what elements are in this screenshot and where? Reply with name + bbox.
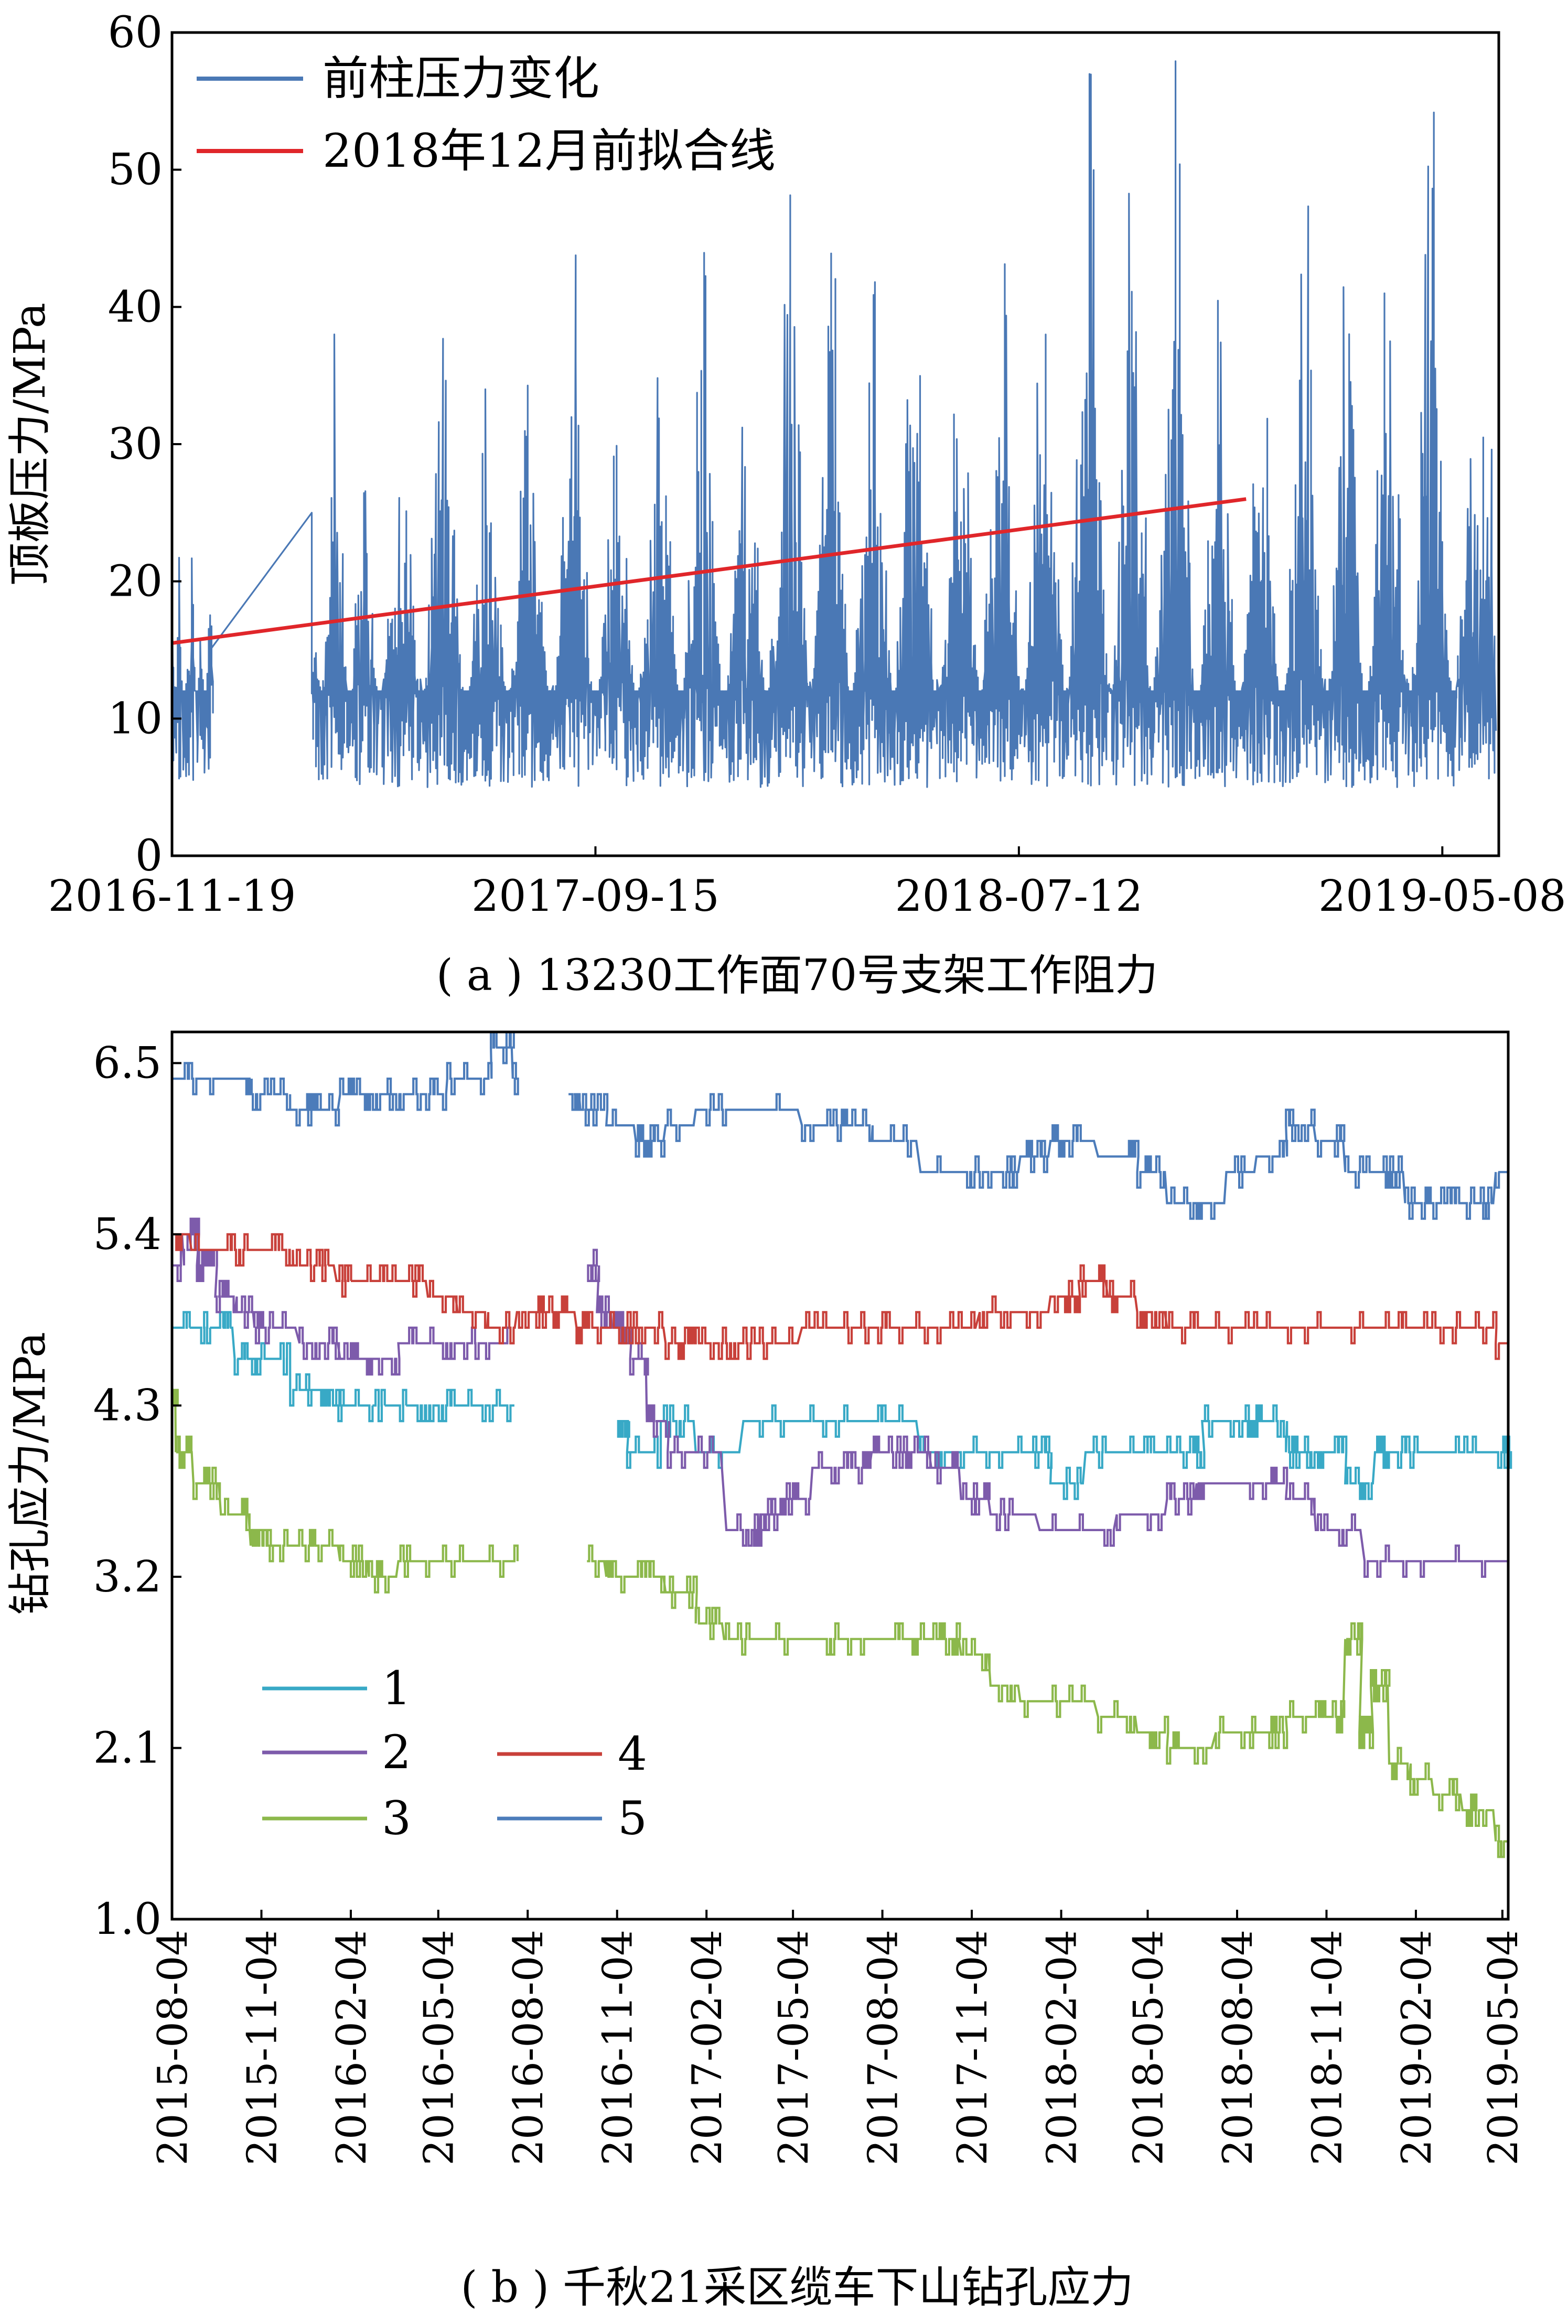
chart-b-ytick-label: 2.1 (93, 1723, 162, 1773)
chart-a-ylabel: 顶板压力/MPa (5, 303, 55, 586)
chart-a-ytick-label: 40 (108, 282, 163, 332)
chart-b-xtick-label: 2018-08-04 (1215, 1930, 1262, 2166)
chart-b-ytick-label: 6.5 (93, 1038, 162, 1088)
legend-a-label-1: 2018年12月前拟合线 (323, 124, 776, 178)
chart-a-ytick-label: 0 (135, 831, 163, 881)
chart-a-ticks: 2016-11-19 2017-09-15 2018-07-12 2019-05-08… (48, 8, 1566, 921)
chart-b-xtick-label: 2016-05-04 (416, 1930, 463, 2166)
chart-a-xtick-label: 2016-11-19 (48, 872, 296, 921)
chart-a-series-fit-line (171, 497, 1247, 645)
chart-b-legend: 1 2 3 4 5 (262, 1661, 647, 1845)
chart-a-xtick-label: 2017-09-15 (471, 872, 719, 921)
chart-a-xtick-label: 2018-07-12 (895, 872, 1143, 921)
chart-a-ytick-label: 60 (108, 8, 163, 58)
legend-b-label-3: 3 (382, 1791, 411, 1845)
chart-b-series-3 (171, 1389, 1508, 1858)
chart-b: 2015-08-04 2015-11-04 2016-02-04 2016-05-04… (5, 1030, 1527, 2312)
chart-b-ticks: 2015-08-04 2015-11-04 2016-02-04 2016-05-04… (93, 1038, 1527, 2165)
chart-a: 2016-11-19 2017-09-15 2018-07-12 2019-05-08… (5, 8, 1566, 1000)
chart-b-series-1 (172, 1311, 1512, 1500)
chart-b-ytick-label: 3.2 (93, 1552, 162, 1602)
chart-a-xtick-label: 2019-05-08 (1318, 872, 1566, 921)
legend-b-label-5: 5 (618, 1791, 647, 1845)
chart-b-xtick-label: 2017-02-04 (684, 1930, 731, 2166)
chart-b-xtick-label: 2015-11-04 (239, 1930, 286, 2166)
chart-a-ytick-label: 20 (108, 557, 163, 607)
chart-a-ytick-label: 30 (108, 419, 163, 469)
chart-b-caption: ( b ) 千秋21采区缆车下山钻孔应力 (460, 2263, 1133, 2312)
chart-b-series-4 (172, 1233, 1508, 1360)
chart-b-ylabel: 钻孔应力/MPa (5, 1332, 55, 1615)
chart-a-plot-area (171, 60, 1497, 788)
chart-b-xtick-label: 2018-11-04 (1304, 1930, 1351, 2166)
chart-b-xtick-label: 2016-11-04 (595, 1930, 642, 2166)
legend-a-label-0: 前柱压力变化 (323, 51, 599, 105)
chart-b-xtick-label: 2017-08-04 (860, 1930, 907, 2166)
legend-b-label-2: 2 (382, 1725, 411, 1779)
legend-b-label-4: 4 (618, 1727, 647, 1781)
chart-b-xtick-label: 2016-02-04 (328, 1930, 375, 2166)
chart-b-ytick-label: 5.4 (93, 1210, 162, 1260)
chart-b-xtick-label: 2019-05-04 (1480, 1930, 1527, 2166)
chart-b-xtick-label: 2015-08-04 (149, 1930, 197, 2166)
chart-b-ytick-label: 4.3 (93, 1381, 162, 1430)
chart-b-frame (170, 1030, 1510, 1921)
chart-b-ytick-label: 1.0 (93, 1895, 162, 1944)
chart-b-series-2 (172, 1218, 1508, 1578)
chart-b-xtick-label: 2017-05-04 (770, 1930, 818, 2166)
chart-b-series-5 (172, 1030, 1508, 1220)
chart-a-ytick-label: 50 (108, 145, 163, 195)
chart-b-xtick-label: 2017-11-04 (949, 1930, 996, 2166)
chart-b-xtick-label: 2016-08-04 (505, 1930, 552, 2166)
chart-a-ytick-label: 10 (108, 694, 163, 744)
chart-b-xtick-label: 2018-02-04 (1039, 1930, 1086, 2166)
chart-b-xtick-label: 2019-02-04 (1393, 1930, 1441, 2166)
chart-a-legend: 前柱压力变化 2018年12月前拟合线 (197, 51, 776, 178)
legend-b-label-1: 1 (382, 1661, 411, 1715)
chart-a-series-pressure (171, 60, 1497, 788)
chart-a-caption: ( a ) 13230工作面70号支架工作阻力 (436, 951, 1158, 1000)
chart-b-plot-area (171, 1030, 1512, 1858)
chart-b-xtick-label: 2018-05-04 (1125, 1930, 1173, 2166)
